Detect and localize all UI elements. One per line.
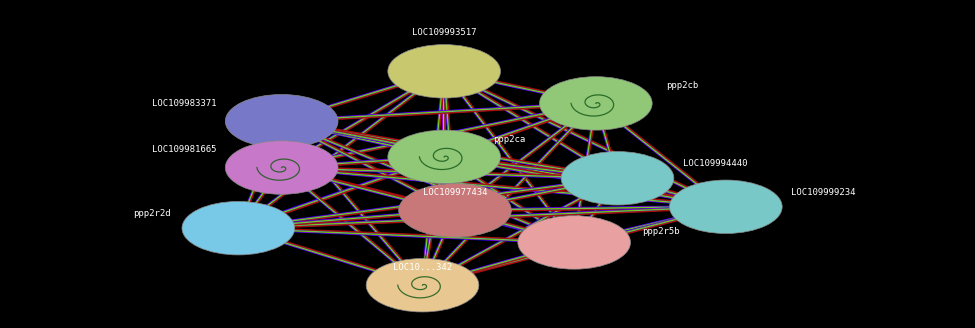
Text: LOC109983371: LOC109983371 [152,99,216,108]
Text: LOC109994440: LOC109994440 [682,159,747,169]
Ellipse shape [388,45,500,98]
Text: LOC109993517: LOC109993517 [411,28,477,37]
Ellipse shape [562,152,674,205]
Ellipse shape [388,130,500,184]
Text: ppp2r5b: ppp2r5b [642,227,680,236]
Ellipse shape [539,77,652,130]
Text: ppp2r2d: ppp2r2d [133,209,171,218]
Text: LOC10...342: LOC10...342 [393,263,452,272]
Text: LOC109999234: LOC109999234 [791,188,856,197]
Ellipse shape [225,94,338,148]
Ellipse shape [225,141,338,194]
Text: LOC109977434: LOC109977434 [423,188,488,197]
Ellipse shape [182,201,294,255]
Text: ppp2cb: ppp2cb [666,81,699,90]
Ellipse shape [367,258,479,312]
Ellipse shape [518,216,631,269]
Ellipse shape [670,180,782,234]
Text: ppp2ca: ppp2ca [493,134,526,144]
Ellipse shape [399,184,511,237]
Text: LOC109981665: LOC109981665 [152,145,216,154]
